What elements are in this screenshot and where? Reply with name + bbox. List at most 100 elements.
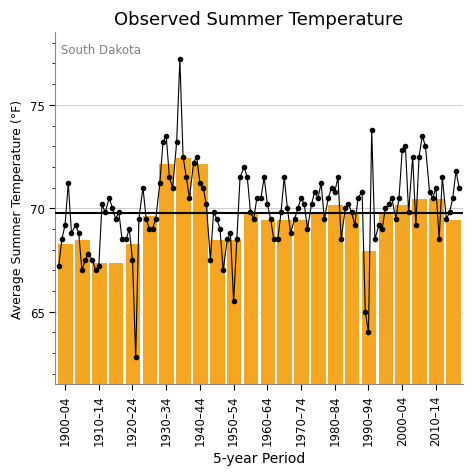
Point: [456, 184, 463, 192]
Point: [443, 215, 450, 223]
Point: [401, 143, 409, 151]
Point: [264, 201, 271, 208]
Bar: [243, 213, 258, 384]
Point: [159, 139, 167, 147]
Point: [227, 230, 234, 238]
Point: [112, 215, 119, 223]
Point: [196, 180, 204, 188]
Bar: [226, 240, 241, 384]
Point: [240, 164, 248, 171]
Point: [82, 257, 89, 264]
Point: [213, 215, 220, 223]
Point: [182, 174, 190, 182]
Point: [244, 174, 251, 182]
Point: [122, 236, 130, 244]
Point: [95, 263, 102, 270]
Bar: [57, 244, 73, 384]
Point: [109, 205, 116, 213]
Title: Observed Summer Temperature: Observed Summer Temperature: [114, 11, 403, 29]
Point: [179, 153, 187, 161]
Point: [422, 143, 429, 151]
Point: [348, 209, 356, 217]
Point: [72, 221, 79, 229]
Bar: [394, 205, 410, 384]
Point: [163, 133, 170, 140]
Point: [362, 308, 369, 316]
Bar: [108, 263, 123, 384]
Bar: [428, 198, 444, 384]
Point: [331, 188, 338, 196]
Point: [337, 236, 345, 244]
Point: [294, 205, 301, 213]
Point: [55, 263, 63, 270]
Point: [452, 168, 460, 176]
Bar: [260, 219, 275, 384]
Point: [375, 221, 383, 229]
Point: [277, 209, 285, 217]
Point: [301, 201, 308, 208]
Point: [257, 195, 265, 202]
Point: [429, 195, 437, 202]
Point: [98, 201, 106, 208]
Point: [382, 205, 389, 213]
Bar: [445, 219, 461, 384]
Point: [233, 236, 241, 244]
Point: [260, 174, 268, 182]
Point: [432, 184, 440, 192]
Point: [64, 180, 72, 188]
Point: [223, 236, 231, 244]
Point: [291, 215, 299, 223]
Bar: [293, 219, 309, 384]
Bar: [74, 240, 90, 384]
Point: [419, 133, 426, 140]
Bar: [175, 157, 191, 384]
Point: [92, 267, 100, 275]
Point: [202, 201, 210, 208]
Point: [297, 195, 305, 202]
Point: [368, 127, 375, 134]
Bar: [361, 250, 376, 384]
Point: [230, 298, 237, 306]
Point: [190, 159, 197, 167]
Bar: [209, 240, 225, 384]
Point: [118, 236, 126, 244]
Point: [354, 195, 362, 202]
Bar: [310, 213, 326, 384]
Bar: [276, 219, 292, 384]
Point: [149, 226, 156, 233]
Point: [308, 201, 315, 208]
Point: [126, 226, 133, 233]
Point: [115, 209, 123, 217]
Point: [325, 195, 332, 202]
Point: [270, 236, 278, 244]
Point: [392, 215, 400, 223]
Point: [371, 236, 379, 244]
Point: [132, 354, 139, 361]
Point: [152, 215, 160, 223]
Bar: [158, 163, 174, 384]
Point: [101, 209, 109, 217]
Point: [200, 184, 207, 192]
Point: [304, 226, 311, 233]
Point: [169, 184, 176, 192]
Y-axis label: Average Summer Temperature (°F): Average Summer Temperature (°F): [11, 99, 24, 318]
Point: [105, 195, 113, 202]
Bar: [125, 244, 140, 384]
Point: [216, 226, 224, 233]
Point: [399, 147, 406, 155]
Point: [75, 230, 82, 238]
Point: [236, 174, 244, 182]
Point: [58, 236, 66, 244]
Point: [320, 215, 328, 223]
Point: [250, 215, 257, 223]
Point: [207, 257, 214, 264]
Point: [385, 201, 392, 208]
Point: [267, 215, 274, 223]
Point: [426, 188, 433, 196]
Point: [68, 230, 75, 238]
Point: [345, 201, 352, 208]
Point: [388, 195, 395, 202]
Point: [311, 188, 319, 196]
Bar: [344, 213, 359, 384]
Point: [193, 153, 201, 161]
